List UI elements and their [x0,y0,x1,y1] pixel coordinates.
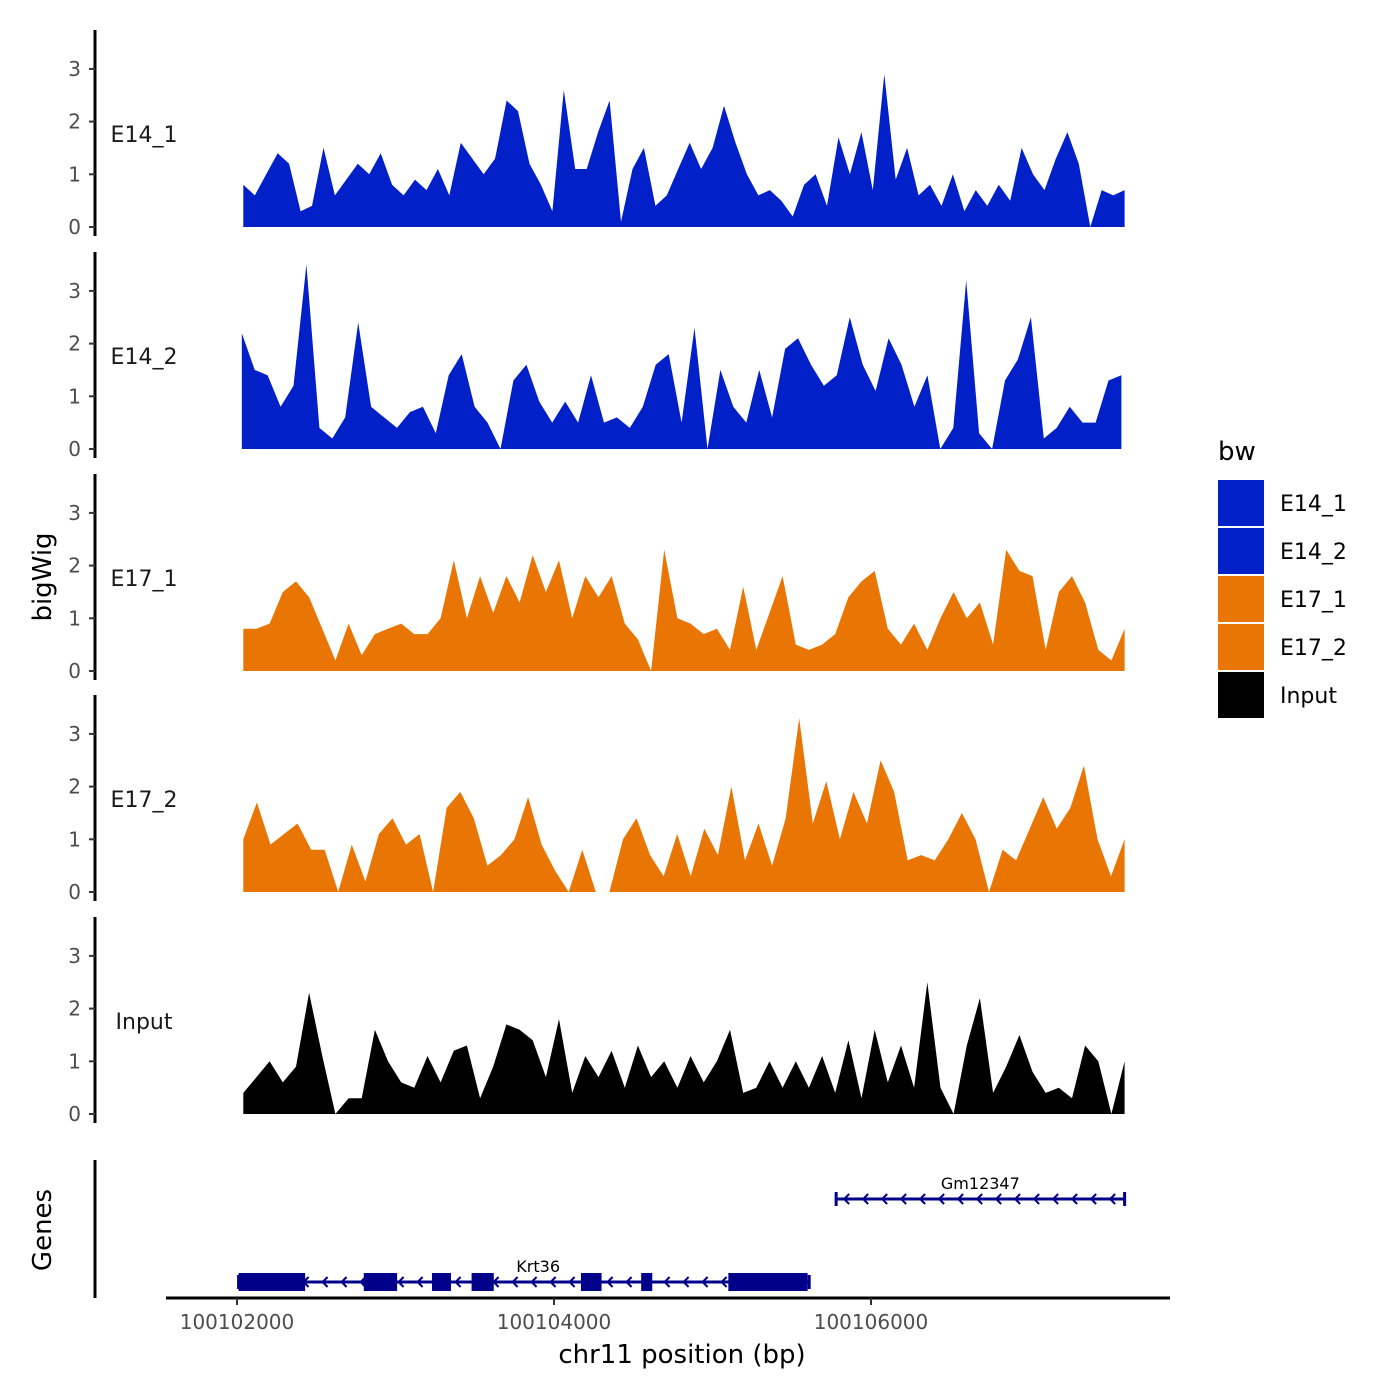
track-area-E17_2 [243,718,1125,892]
track-Input: 0 1 2 3 Input [68,917,1125,1126]
strand-arrow [956,1193,964,1205]
y-tick-label: 2 [68,332,81,356]
legend-title: bw [1218,437,1256,467]
track-area-E17_1 [243,549,1125,671]
strand-arrow [682,1276,690,1288]
y-tick-label: 1 [68,606,81,630]
y-tick-label: 2 [68,997,81,1021]
y-tick-label: 1 [68,162,81,186]
strand-arrow [1051,1193,1059,1205]
legend-swatch-E14_2 [1218,528,1264,574]
strand-arrow [397,1276,405,1288]
strand-arrow [1013,1193,1021,1205]
exon [641,1273,653,1291]
strand-arrow [842,1193,850,1205]
y-tick-label: 3 [68,279,81,303]
y-tick-label: 3 [68,722,81,746]
x-axis-title: chr11 position (bp) [558,1340,805,1370]
y-tick-label: 0 [68,880,81,904]
y-tick-label: 1 [68,827,81,851]
y-tick-label: 3 [68,57,81,81]
track-panels: 0 1 2 3 E14_1 0 1 2 3 E14_2 0 1 2 3 E17_1 0 1 2 3 E17_2 0 1 2 3… [68,30,1125,1126]
y-tick-label: 2 [68,775,81,799]
legend-swatch-E17_2 [1218,624,1264,670]
x-tick-label: 100104000 [497,1310,612,1334]
strand-arrow [530,1276,538,1288]
strand-arrow [994,1193,1002,1205]
strand-arrow [701,1276,709,1288]
exon [728,1273,808,1291]
strand-arrow [511,1276,519,1288]
y-tick-label: 0 [68,1102,81,1126]
exon [471,1273,494,1291]
track-E17_1: 0 1 2 3 E17_1 [68,474,1125,683]
strand-arrow [321,1276,329,1288]
y-tick-label: 3 [68,944,81,968]
track-label: E14_1 [111,123,178,148]
exon [238,1273,306,1291]
y-tick-label: 2 [68,554,81,578]
strand-arrow [880,1193,888,1205]
gene-Gm12347: Gm12347 [834,1174,1127,1206]
strand-arrow [663,1276,671,1288]
y-axis-title: bigWig [28,532,58,621]
legend-label: Input [1280,684,1337,709]
y-tick-label: 2 [68,110,81,134]
exon [363,1273,398,1291]
legend-swatch-Input [1218,672,1264,718]
strand-arrow [606,1276,614,1288]
y-tick-label: 0 [68,437,81,461]
track-label: E14_2 [111,345,178,370]
track-E14_2: 0 1 2 3 E14_2 [68,252,1122,461]
genes-axis-title: Genes [28,1189,58,1271]
strand-arrow [340,1276,348,1288]
gene-Krt36: Krt36 [237,1257,811,1291]
strand-arrow [720,1276,728,1288]
y-tick-label: 3 [68,501,81,525]
legend-label: E14_1 [1280,492,1347,517]
legend-swatch-E14_1 [1218,480,1264,526]
x-axis: 100102000 100104000 100106000 [166,1296,1170,1334]
strand-arrow [861,1193,869,1205]
legend-label: E17_1 [1280,588,1347,613]
x-tick-label: 100106000 [814,1310,929,1334]
strand-arrow [625,1276,633,1288]
y-tick-label: 1 [68,1049,81,1073]
exon [580,1273,602,1291]
y-tick-label: 1 [68,384,81,408]
legend-label: E14_2 [1280,540,1347,565]
track-E14_1: 0 1 2 3 E14_1 [68,30,1125,239]
strand-arrow [1070,1193,1078,1205]
track-area-E14_2 [241,264,1122,449]
strand-arrow [1032,1193,1040,1205]
strand-arrow [549,1276,557,1288]
strand-arrow [975,1193,983,1205]
exon [431,1273,451,1291]
track-label: Input [116,1010,173,1035]
genes-panel: Krt36 Gm12347 [93,1160,1127,1298]
strand-arrow [454,1276,462,1288]
legend-label: E17_2 [1280,636,1347,661]
strand-arrow [937,1193,945,1205]
track-label: E17_1 [111,567,178,592]
y-tick-label: 0 [68,659,81,683]
strand-arrow [568,1276,576,1288]
legend: bw E14_1 E14_2 E17_1 E17_2 Input [1218,437,1347,718]
track-area-E14_1 [243,74,1125,227]
track-label: E17_2 [111,788,178,813]
x-tick-label: 100102000 [180,1310,295,1334]
strand-arrow [416,1276,424,1288]
gene-label: Krt36 [516,1257,560,1276]
y-tick-label: 0 [68,215,81,239]
strand-arrow [1089,1193,1097,1205]
track-area-Input [243,982,1125,1114]
track-E17_2: 0 1 2 3 E17_2 [68,695,1125,904]
strand-arrow [918,1193,926,1205]
strand-arrow [899,1193,907,1205]
legend-swatch-E17_1 [1218,576,1264,622]
strand-arrow [1108,1193,1116,1205]
gene-label: Gm12347 [941,1174,1020,1193]
